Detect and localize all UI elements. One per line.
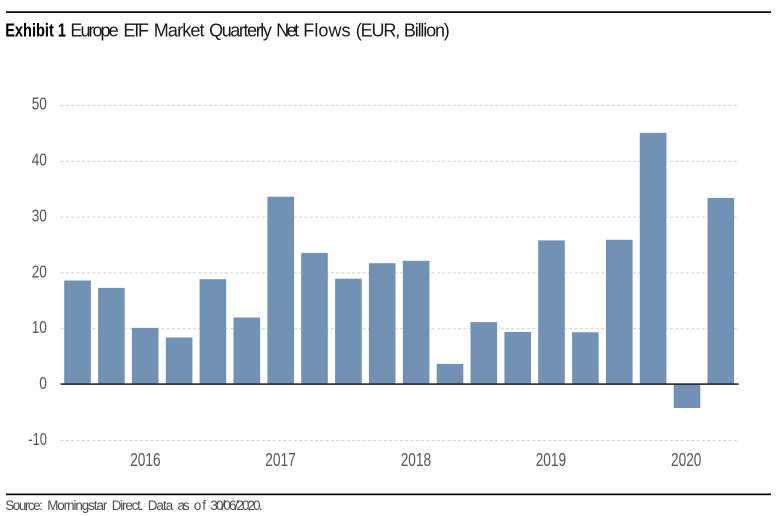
- svg-text:Billion): Billion): [404, 21, 450, 41]
- svg-text:Morningstar: Morningstar: [47, 498, 108, 513]
- svg-text:Direct.: Direct.: [112, 498, 144, 513]
- svg-text:20: 20: [32, 261, 47, 281]
- svg-text:30/06/2020.: 30/06/2020.: [210, 498, 262, 513]
- svg-text:of: of: [194, 498, 206, 513]
- svg-text:10: 10: [32, 317, 47, 337]
- svg-text:Source:: Source:: [5, 498, 43, 513]
- svg-text:30: 30: [32, 205, 47, 225]
- svg-text:Net: Net: [276, 21, 299, 41]
- svg-text:Flows: Flows: [303, 21, 350, 41]
- svg-text:0: 0: [39, 373, 47, 393]
- svg-text:50: 50: [32, 94, 47, 114]
- svg-text:(EUR,: (EUR,: [356, 21, 401, 41]
- svg-text:Europe: Europe: [70, 21, 118, 41]
- svg-text:40: 40: [32, 150, 47, 170]
- svg-text:2020: 2020: [671, 450, 701, 470]
- svg-text:Exhibit 1: Exhibit 1: [5, 21, 66, 41]
- svg-text:2019: 2019: [536, 450, 566, 470]
- svg-text:ETF: ETF: [123, 21, 149, 41]
- svg-text:Market: Market: [154, 21, 205, 41]
- svg-text:2018: 2018: [401, 450, 431, 470]
- svg-text:2016: 2016: [130, 450, 160, 470]
- svg-text:as: as: [178, 498, 190, 513]
- svg-text:2017: 2017: [265, 450, 295, 470]
- svg-text:Data: Data: [148, 498, 174, 513]
- svg-text:Quarterly: Quarterly: [209, 21, 272, 41]
- svg-text:-10: -10: [28, 429, 47, 449]
